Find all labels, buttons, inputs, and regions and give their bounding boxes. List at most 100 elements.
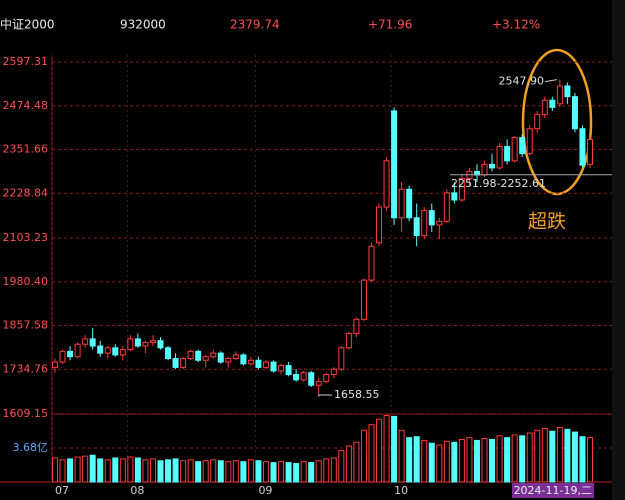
volume-bar xyxy=(247,459,254,483)
candle-body xyxy=(443,192,450,222)
candle-body xyxy=(383,160,390,208)
volume-bar xyxy=(104,459,111,483)
candle-body xyxy=(180,357,187,368)
candle-body xyxy=(376,206,383,244)
volume-bar xyxy=(398,429,405,483)
candle-body xyxy=(217,352,224,363)
volume-bar xyxy=(293,463,300,483)
volume-bar xyxy=(489,439,496,483)
candle-body xyxy=(195,350,202,361)
candle-body xyxy=(89,338,96,347)
volume-bar xyxy=(353,441,360,483)
index-code: 932000 xyxy=(120,18,166,32)
volume-bar xyxy=(149,458,156,483)
candle-body xyxy=(413,217,420,237)
annotation-leader xyxy=(544,79,558,83)
candle-body xyxy=(142,341,149,347)
volume-bar xyxy=(360,429,367,483)
right-edge xyxy=(612,0,625,500)
candle-body xyxy=(52,361,58,368)
candle-body xyxy=(526,128,533,155)
volume-bar xyxy=(232,460,239,483)
volume-bar xyxy=(481,438,488,483)
candle-body xyxy=(481,163,488,176)
volume-bar xyxy=(119,458,126,483)
candle-body xyxy=(345,333,352,349)
volume-bar xyxy=(262,461,269,483)
volume-bar xyxy=(127,456,134,483)
candle-body xyxy=(300,372,307,381)
candle-body xyxy=(225,357,232,363)
volume-bar xyxy=(240,461,247,483)
candle-body xyxy=(391,110,398,219)
volume-bar xyxy=(549,430,556,483)
candle-body xyxy=(202,356,209,361)
candle-body xyxy=(496,146,503,169)
annotation: 2547.90 xyxy=(499,75,545,88)
volume-bar xyxy=(315,460,322,483)
volume-bar xyxy=(466,437,473,483)
highlight-ellipse xyxy=(521,48,593,196)
candle-body xyxy=(315,381,322,386)
volume-bar xyxy=(165,459,172,483)
volume-bar xyxy=(180,460,187,483)
volume-bar xyxy=(564,428,571,483)
x-tick-label: 09 xyxy=(258,484,272,497)
volume-bar xyxy=(571,431,578,483)
candle-body xyxy=(338,347,345,370)
candle-body xyxy=(541,99,548,115)
candle-body xyxy=(67,350,74,358)
volume-bar xyxy=(541,427,548,483)
volume-bar xyxy=(74,456,81,483)
volume-bar xyxy=(579,436,586,483)
candle-body xyxy=(436,220,443,226)
candle-body xyxy=(262,361,269,368)
volume-bar xyxy=(172,458,179,483)
candle-body xyxy=(360,279,367,320)
volume-bar xyxy=(59,459,66,483)
candle-body xyxy=(149,340,156,343)
volume-bar xyxy=(391,415,398,483)
candle-body xyxy=(210,352,217,358)
volume-bar xyxy=(421,439,428,483)
annotation: 1658.55 xyxy=(334,388,380,401)
volume-bar xyxy=(157,460,164,483)
volume-bar xyxy=(142,459,149,483)
volume-bar xyxy=(187,459,194,483)
volume-bar xyxy=(338,450,345,483)
candle-body xyxy=(458,178,465,201)
candle-body xyxy=(285,365,292,376)
volume-bar xyxy=(413,436,420,483)
annotation-label: 超跌 xyxy=(528,211,566,233)
candle-body xyxy=(255,359,262,368)
candle-body xyxy=(511,137,518,162)
candle-body xyxy=(293,374,300,381)
volume-bar xyxy=(323,458,330,483)
volume-bar xyxy=(511,434,518,483)
x-tick-label: 08 xyxy=(130,484,144,497)
volume-bar xyxy=(556,426,563,483)
candle-body xyxy=(172,357,179,368)
volume-bar xyxy=(52,457,58,483)
candle-body xyxy=(278,365,285,372)
candle-body xyxy=(587,139,593,165)
candle-body xyxy=(112,347,119,356)
candle-body xyxy=(504,146,511,162)
volume-bar xyxy=(67,458,74,483)
candle-body xyxy=(134,338,141,347)
annotation: 2251.98-2252.61 xyxy=(451,177,546,190)
volume-bar xyxy=(330,457,337,483)
volume-bar xyxy=(406,437,413,483)
candle-body xyxy=(323,374,330,383)
x-tick-label: 10 xyxy=(394,484,408,497)
volume-bar xyxy=(376,418,383,483)
y-tick-label: 1980.40 xyxy=(3,275,49,288)
volume-bar xyxy=(534,429,541,483)
candle-body xyxy=(398,188,405,219)
volume-bar xyxy=(217,460,224,483)
y-tick-label: 2474.48 xyxy=(3,99,49,112)
candle-body xyxy=(232,354,239,359)
y-tick-label: 2351.66 xyxy=(3,143,49,156)
